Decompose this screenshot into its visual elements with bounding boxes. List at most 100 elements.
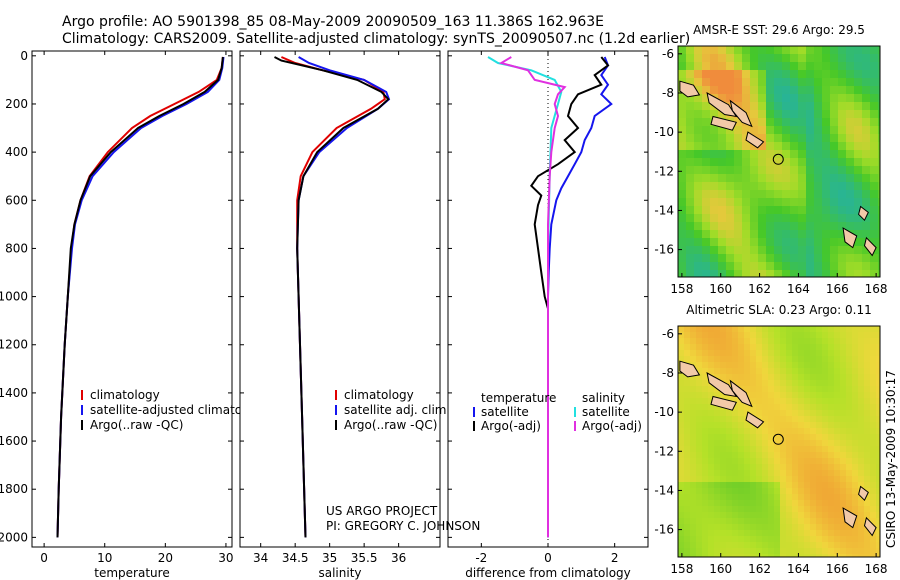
map-cell [774,54,783,63]
map-cell [768,350,775,357]
map-cell [852,488,859,495]
map-cell [846,476,853,483]
map-cell [768,326,775,333]
map-cell [870,350,877,357]
map-cell [768,332,775,339]
map-cell [718,70,727,79]
map-cell [742,238,751,247]
map-cell [758,174,767,183]
map-cell [690,458,697,465]
map-cell [878,118,880,127]
argo-location-marker [772,153,784,165]
argo-location-marker [772,433,784,445]
map-cell [744,440,751,447]
map-cell [822,458,829,465]
map-cell [774,416,781,423]
map-cell [782,254,791,263]
map-cell [786,542,793,549]
map-cell [766,94,775,103]
island-outline [710,395,738,411]
map-y-tick-label: -8 [662,366,674,380]
map-cell [792,410,799,417]
map-cell [720,374,727,381]
map-cell [822,206,831,215]
map-cell [768,530,775,537]
map-cell [694,78,703,87]
map-cell [686,230,695,239]
map-cell [766,222,775,231]
map-cell [792,368,799,375]
map-cell [828,488,835,495]
map-cell [852,470,859,477]
map-cell [840,530,847,537]
map-cell [798,368,805,375]
map-cell [766,134,775,143]
map-cell [782,182,791,191]
map-cell [810,476,817,483]
map-cell [858,380,865,387]
map-cell [738,548,745,555]
map-cell [862,78,871,87]
map-cell [774,246,783,255]
map-cell [756,494,763,501]
map-cell [798,182,807,191]
map-cell [862,158,871,167]
map-cell [876,386,880,393]
y-tick-label: 800 [5,241,28,255]
map-cell [758,62,767,71]
map-cell [774,530,781,537]
map-cell [774,464,781,471]
map-cell [786,476,793,483]
map-cell [804,458,811,465]
map-cell [726,78,735,87]
map-cell [804,326,811,333]
map-cell [710,126,719,135]
map-cell [694,190,703,199]
map-cell [840,326,847,333]
map-cell [798,46,807,55]
map-cell [790,94,799,103]
map-cell [876,434,880,441]
map-cell [870,338,877,345]
map-cell [744,404,751,411]
map-cell [846,446,853,453]
map-cell [834,338,841,345]
map-cell [762,428,769,435]
map-cell [798,362,805,369]
legend-label: satellite [582,405,630,419]
map-cell [858,362,865,369]
map-cell [854,262,863,271]
legend-label: climatology [90,388,160,402]
map-cell [862,166,871,175]
map-cell [702,386,709,393]
map-cell [804,398,811,405]
map-cell [878,206,880,215]
map-cell [798,222,807,231]
map-cell [756,434,763,441]
map-cell [846,94,855,103]
map-cell [816,452,823,459]
map-cell [780,548,787,555]
map-cell [694,214,703,223]
map-cell [834,392,841,399]
map-cell [828,434,835,441]
map-cell [828,362,835,369]
map-cell [708,452,715,459]
map-cell [686,94,695,103]
map-cell [766,150,775,159]
map-cell [726,46,735,55]
map-cell [686,214,695,223]
map-cell [790,238,799,247]
map-cell [684,536,691,543]
map-cell [838,126,847,135]
x-tick-label: 0 [544,551,552,565]
map-cell [792,350,799,357]
map-cell [852,554,859,557]
map-cell [756,344,763,351]
map-cell [678,380,685,387]
map-cell [858,410,865,417]
map-cell [742,54,751,63]
map-cell [726,270,735,277]
map-cell [822,78,831,87]
map-cell [708,416,715,423]
